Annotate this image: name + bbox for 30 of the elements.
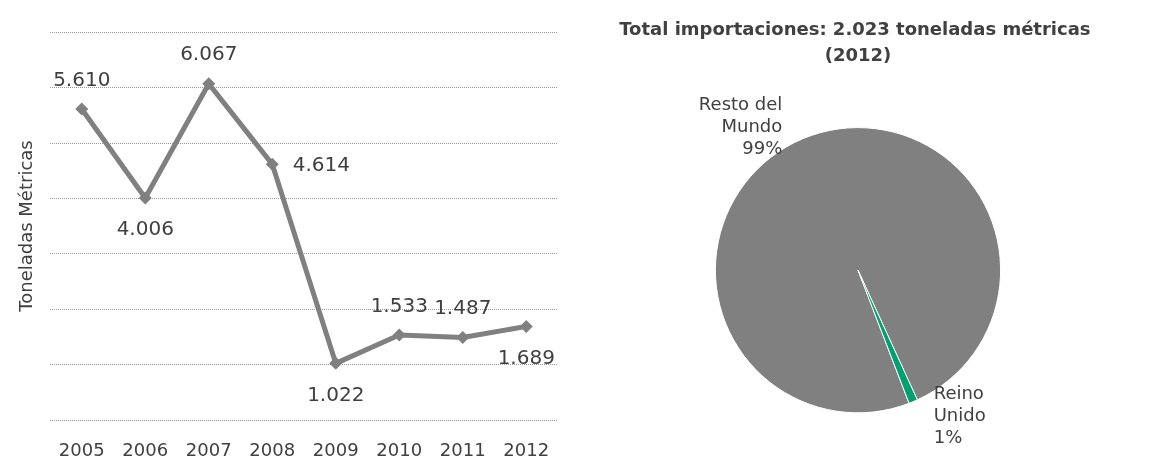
point [75, 102, 89, 116]
point [392, 328, 406, 342]
point [265, 157, 279, 171]
data-label: 1.022 [307, 381, 365, 406]
data-label: 5.610 [53, 66, 111, 91]
x-tick-label: 2010 [376, 438, 423, 460]
point [202, 77, 216, 91]
x-tick-label: 2007 [185, 438, 232, 460]
x-tick-label: 2011 [439, 438, 486, 460]
y-axis-title: Toneladas Métricas [14, 140, 36, 313]
x-tick-label: 2008 [249, 438, 296, 460]
data-label: 6.067 [180, 41, 238, 66]
x-tick-label: 2012 [503, 438, 550, 460]
point [138, 191, 152, 205]
x-tick-label: 2009 [312, 438, 359, 460]
data-label: 1.487 [434, 295, 492, 320]
x-tick-label: 2005 [58, 438, 105, 460]
data-label: 1.533 [370, 292, 428, 317]
point [519, 319, 533, 333]
slice-label: Resto del Mundo [698, 93, 783, 137]
data-label: 4.614 [292, 152, 351, 177]
chart-title: Total importaciones: 2.023 toneladas métricas (2012) [619, 17, 1097, 65]
slice-label: Reino Unido [933, 382, 986, 426]
x-tick-label: 2006 [122, 438, 169, 460]
point [456, 331, 470, 345]
point [329, 356, 343, 370]
data-label: 4.006 [116, 216, 174, 241]
data-label: 99% [742, 137, 783, 159]
data-label: 1% [933, 426, 963, 448]
data-label: 1.689 [497, 344, 555, 369]
